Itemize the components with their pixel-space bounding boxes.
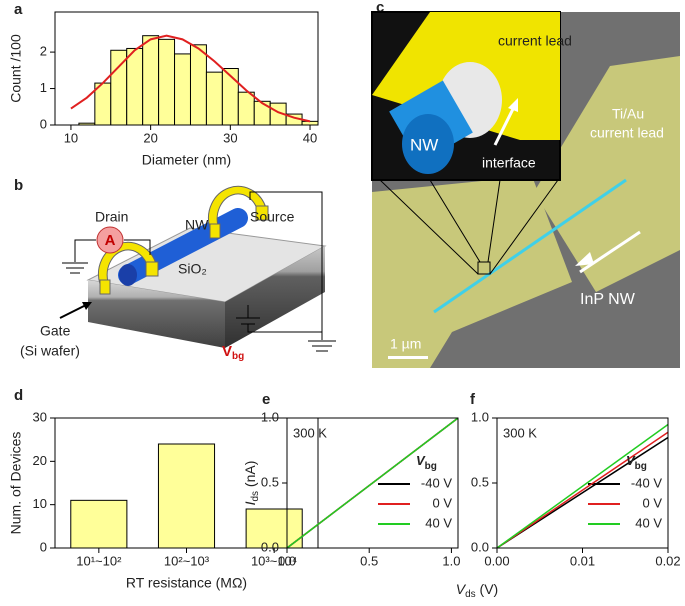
ammeter-label: A	[105, 232, 116, 249]
y-tick-label: 30	[33, 409, 47, 424]
panel-letter: c	[376, 0, 384, 16]
axis-label: Num. of Devices	[8, 432, 24, 535]
panel-letter: e	[262, 391, 270, 408]
axis-label: Vds (V)	[456, 581, 498, 600]
x-tick-label: 20	[143, 130, 157, 145]
x-tick-label: 10	[64, 130, 78, 145]
label-sub: bg	[635, 461, 647, 472]
nw-label: NW	[185, 217, 209, 233]
inp-label: InP NW	[580, 291, 636, 308]
axis-label: Count /100	[8, 34, 24, 103]
x-tick-label: 0.02	[655, 553, 680, 568]
source-label: Source	[250, 209, 295, 225]
device-schematic: Drain A NW Source SiO₂ Gate (Si wafer) V…	[20, 185, 336, 362]
x-tick-label: 10¹~10²	[76, 553, 122, 568]
annotation: 300 K	[293, 425, 327, 440]
legend-label: 40 V	[425, 515, 452, 530]
drain-label: Drain	[95, 209, 128, 225]
axis-label: Diameter (nm)	[142, 152, 231, 168]
lead-label: current lead	[590, 125, 664, 141]
wafer-label: (Si wafer)	[20, 343, 80, 359]
y-tick-label: 0.0	[261, 539, 279, 554]
series-line	[496, 431, 669, 549]
hist-bar	[174, 53, 191, 126]
hist-bar	[301, 120, 319, 126]
bar	[245, 508, 303, 549]
hist-bar	[158, 38, 176, 126]
y-tick-label: 10	[33, 496, 47, 511]
annotation: 300 K	[503, 425, 537, 440]
label-unit: (nA)	[242, 461, 258, 491]
scale-label: 1 µm	[390, 336, 421, 352]
x-tick-label: 0.0	[278, 553, 296, 568]
hist-bar	[142, 35, 160, 126]
x-tick-label: 0.5	[360, 553, 378, 568]
label-main: V	[626, 453, 636, 468]
hist-bar	[253, 100, 271, 126]
legend-label: 40 V	[635, 515, 662, 530]
gate-label: Gate	[40, 323, 71, 339]
hist-bar	[126, 47, 144, 126]
fit-curve	[70, 34, 311, 123]
series-line	[496, 423, 669, 549]
plot-frame	[286, 417, 459, 549]
legend-label: 0 V	[432, 495, 452, 510]
label-main: V	[416, 453, 426, 468]
x-tick-label: 30	[223, 130, 237, 145]
vbg-label: Vbg	[222, 343, 244, 362]
vbg-sub: bg	[232, 351, 244, 362]
y-tick-label: 0.5	[471, 474, 489, 489]
label-main: I	[242, 501, 258, 505]
axis-label: Vbg	[416, 453, 437, 471]
sem-image: current lead NW interface Ti/Au current …	[371, 11, 680, 368]
y-tick-label: 0	[40, 539, 47, 554]
label-sub: bg	[425, 461, 437, 472]
x-tick-label: 40	[303, 130, 317, 145]
x-tick-label: 10³~10⁴	[251, 553, 297, 568]
axis-label: Vbg	[626, 453, 647, 471]
y-tick-label: 1.0	[261, 409, 279, 424]
y-tick-label: 1	[40, 80, 47, 95]
plot-frame	[54, 11, 319, 126]
y-tick-label: 0.0	[471, 539, 489, 554]
hist-bar	[205, 71, 223, 126]
tiau-label: Ti/Au	[612, 106, 644, 122]
y-tick-label: 0	[40, 116, 47, 131]
series-line	[286, 417, 459, 549]
panel-letter: f	[470, 391, 476, 408]
panel-letter: d	[14, 387, 23, 404]
axis-label: RT resistance (MΩ)	[126, 575, 247, 591]
bar	[157, 443, 216, 549]
x-tick-label: 1.0	[442, 553, 460, 568]
axis-label: Ids (nA)	[242, 461, 261, 506]
legend-label: 0 V	[642, 495, 662, 510]
sio2-label: SiO₂	[178, 261, 207, 277]
plot-frame	[54, 417, 319, 549]
interface-label: interface	[482, 155, 536, 171]
y-tick-label: 2	[40, 44, 47, 59]
plot-frame	[496, 417, 669, 549]
label-unit: (V)	[476, 581, 499, 597]
y-tick-label: 20	[33, 453, 47, 468]
x-tick-label: 0.01	[570, 553, 595, 568]
legend-label: -40 V	[631, 475, 662, 490]
vbg-main: V	[222, 343, 232, 360]
panel-letter: a	[14, 1, 23, 18]
legend-label: -40 V	[421, 475, 452, 490]
label-main: V	[456, 581, 467, 597]
x-tick-label: 0.00	[484, 553, 509, 568]
y-tick-label: 1.0	[471, 409, 489, 424]
y-tick-label: 0.5	[261, 474, 279, 489]
inset-nw-label: NW	[410, 135, 438, 154]
inset-lead-label: current lead	[498, 33, 572, 49]
panel-letter: b	[14, 177, 23, 194]
hist-bar	[237, 91, 255, 126]
label-sub: ds	[465, 589, 476, 600]
bar	[70, 499, 128, 549]
hist-bar	[189, 44, 207, 126]
x-tick-label: 10²~10³	[164, 553, 210, 568]
label-sub: ds	[250, 491, 261, 502]
